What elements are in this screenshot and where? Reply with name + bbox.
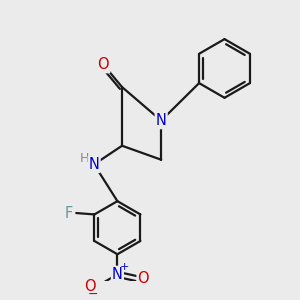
Text: F: F — [64, 206, 73, 220]
Text: H: H — [80, 152, 89, 165]
Text: O: O — [138, 271, 149, 286]
Text: N: N — [89, 157, 100, 172]
Text: N: N — [156, 113, 167, 128]
Text: O: O — [85, 279, 96, 294]
Text: +: + — [120, 262, 129, 272]
Text: N: N — [112, 267, 123, 282]
Text: O: O — [98, 57, 109, 72]
Text: −: − — [88, 288, 98, 300]
